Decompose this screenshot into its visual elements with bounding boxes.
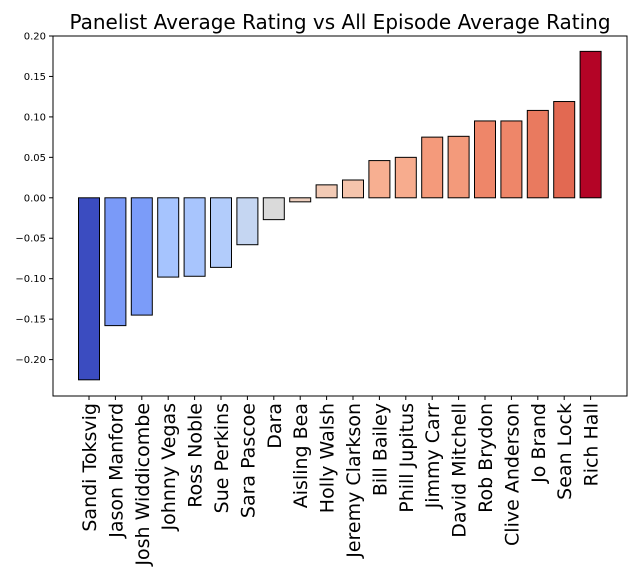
bar [104,197,127,327]
bar [78,197,100,381]
x-tick-label: Sara Pascoe [237,403,259,518]
x-tick-label: Dara [264,403,286,449]
x-tick-label: Ross Noble [185,403,207,508]
y-tick-label: 0.10 [24,112,46,123]
bar [553,101,576,199]
x-tick-label: Aisling Bea [290,403,312,508]
bar [342,179,364,199]
bar [421,136,444,199]
y-tick-label: −0.20 [15,355,46,366]
x-tick-label: Clive Anderson [501,403,523,546]
x-tick-label: Phill Jupitus [396,403,418,513]
y-axis: 0.20 0.15 0.10 0.05 0.00 −0.05 −0.10 −0.15 −0.20 [15,32,53,366]
x-tick-label: Sean Lock [554,403,576,500]
x-tick-label: Rich Hall [581,403,603,487]
x-tick-label: Jimmy Carr [422,403,444,510]
x-tick-label: Rob Brydon [475,403,497,513]
bar [447,135,470,199]
x-tick-label: David Mitchell [449,403,471,538]
bar [500,120,523,199]
bar [526,109,549,199]
bar-series [78,50,602,381]
y-tick-label: −0.15 [15,315,46,326]
y-tick-label: −0.10 [15,274,46,285]
y-tick-label: 0.00 [24,193,46,204]
x-tick-label: Sue Perkins [211,403,233,513]
x-tick-label: Josh Widdicombe [132,403,154,567]
y-tick-label: −0.05 [15,234,46,245]
y-tick-label: 0.15 [24,72,46,83]
plot-area-frame [52,35,628,397]
bar [394,156,417,199]
x-tick-label: Jeremy Clarkson [343,403,365,559]
x-tick-label: Sandi Toksvig [79,403,101,532]
bar [368,160,391,199]
x-tick-label: Bill Bailey [369,403,391,496]
bar [210,197,232,268]
x-axis: Sandi Toksvig Jason Manford Josh Widdicomb… [79,396,603,567]
y-tick-label: 0.20 [24,32,46,43]
bar [579,50,602,199]
bar [183,197,206,277]
x-tick-label: Holly Walsh [317,403,339,513]
bar [474,120,496,199]
bar [130,197,153,316]
bar [157,197,180,278]
x-tick-label: Jo Brand [528,403,550,484]
x-tick-label: Johnny Vegas [158,403,180,531]
y-tick-label: 0.05 [24,153,46,164]
x-tick-label: Jason Manford [105,403,127,539]
bar [315,184,338,199]
bar [289,197,312,203]
bar [236,197,259,246]
chart-title: Panelist Average Rating vs All Episode A… [69,10,610,34]
bar [262,197,285,221]
